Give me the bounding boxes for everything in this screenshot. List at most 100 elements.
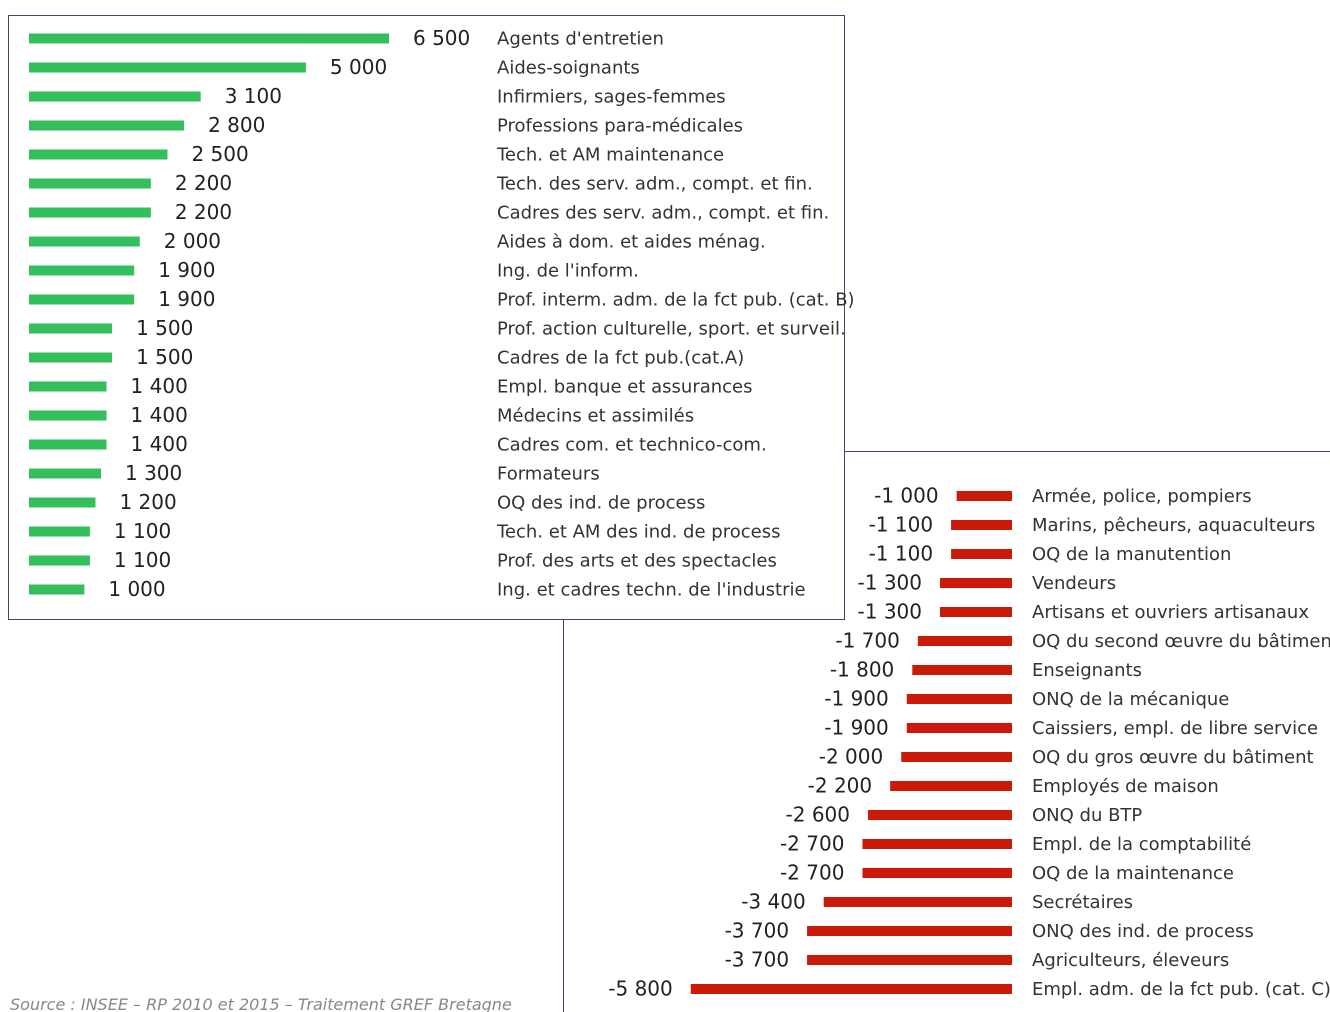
- category-label: OQ de la manutention: [1032, 544, 1231, 565]
- bar: [868, 810, 1012, 820]
- bar: [29, 381, 107, 392]
- value-label: -1 300: [858, 571, 922, 595]
- bar: [29, 468, 101, 479]
- category-label: Prof. interm. adm. de la fct pub. (cat. …: [497, 290, 855, 311]
- bar: [29, 91, 201, 102]
- value-label: 1 300: [125, 461, 182, 485]
- value-label: 6 500: [413, 26, 470, 50]
- bar: [29, 207, 151, 218]
- value-label: 1 100: [114, 548, 171, 572]
- value-label: -1 900: [824, 687, 888, 711]
- category-label: Médecins et assimilés: [497, 406, 694, 427]
- bar: [862, 868, 1012, 878]
- category-label: ONQ du BTP: [1032, 805, 1142, 826]
- bar: [906, 723, 1012, 733]
- category-label: Aides-soignants: [497, 58, 640, 79]
- category-label: Prof. des arts et des spectacles: [497, 551, 777, 572]
- value-label: -1 300: [858, 600, 922, 624]
- value-label: 1 900: [158, 258, 215, 282]
- bar: [29, 323, 113, 334]
- category-label: Professions para-médicales: [497, 116, 743, 137]
- value-label: -2 700: [780, 861, 844, 885]
- value-label: 2 500: [191, 142, 248, 166]
- category-label: Ing. et cadres techn. de l'industrie: [497, 580, 806, 601]
- bar: [906, 694, 1012, 704]
- category-label: Tech. et AM maintenance: [496, 145, 724, 166]
- value-label: -1 700: [835, 629, 899, 653]
- value-label: -2 000: [819, 745, 883, 769]
- value-label: -2 700: [780, 832, 844, 856]
- bar: [901, 752, 1012, 762]
- value-label: -1 800: [830, 658, 894, 682]
- bar: [807, 955, 1012, 965]
- value-label: -1 100: [869, 542, 933, 566]
- value-label: -1 100: [869, 513, 933, 537]
- category-label: Agents d'entretien: [497, 29, 664, 50]
- category-label: Employés de maison: [1032, 776, 1219, 797]
- value-label: -2 600: [786, 803, 850, 827]
- value-label: -1 900: [824, 716, 888, 740]
- bar: [29, 236, 140, 247]
- source: Source : INSEE – RP 2010 et 2015 – Trait…: [10, 995, 512, 1012]
- bar: [29, 555, 90, 566]
- bar: [29, 410, 107, 421]
- category-label: Armée, police, pompiers: [1032, 486, 1252, 507]
- category-label: Vendeurs: [1032, 573, 1116, 594]
- value-label: 1 400: [131, 403, 188, 427]
- category-label: Secrétaires: [1032, 892, 1133, 913]
- bar: [29, 178, 151, 189]
- value-label: 3 100: [225, 84, 282, 108]
- bar: [29, 439, 107, 450]
- category-label: Ing. de l'inform.: [497, 261, 639, 282]
- bar: [807, 926, 1012, 936]
- category-label: Agriculteurs, éleveurs: [1032, 950, 1229, 971]
- bar: [29, 497, 96, 508]
- value-label: -3 400: [741, 890, 805, 914]
- value-label: 2 000: [164, 229, 221, 253]
- bar: [29, 526, 90, 537]
- category-label: OQ des ind. de process: [497, 493, 705, 514]
- value-label: 1 400: [131, 374, 188, 398]
- category-label: Caissiers, empl. de libre service: [1032, 718, 1318, 739]
- category-label: ONQ de la mécanique: [1032, 689, 1229, 710]
- value-label: 2 200: [175, 200, 232, 224]
- value-label: 1 000: [108, 577, 165, 601]
- value-label: -1 000: [874, 484, 938, 508]
- bar: [29, 265, 135, 276]
- bar: [29, 33, 389, 44]
- bar: [29, 584, 85, 595]
- category-label: Cadres de la fct pub.(cat.A): [497, 348, 744, 369]
- value-label: 1 500: [136, 316, 193, 340]
- value-label: 2 800: [208, 113, 265, 137]
- bar: [29, 62, 306, 73]
- value-label: 5 000: [330, 55, 387, 79]
- bar: [29, 352, 113, 363]
- bar: [940, 607, 1012, 617]
- category-label: Formateurs: [497, 464, 600, 485]
- category-label: Aides à dom. et aides ménag.: [497, 232, 766, 253]
- value-label: 1 200: [119, 490, 176, 514]
- category-label: Cadres com. et technico-com.: [497, 435, 767, 456]
- category-label: Prof. action culturelle, sport. et surve…: [497, 319, 846, 340]
- value-label: -5 800: [608, 977, 672, 1001]
- category-label: Cadres des serv. adm., compt. et fin.: [497, 203, 829, 224]
- category-label: Infirmiers, sages-femmes: [497, 87, 726, 108]
- value-label: -3 700: [725, 948, 789, 972]
- bar: [29, 294, 135, 305]
- bar: [951, 549, 1012, 559]
- category-label: Empl. de la comptabilité: [1032, 834, 1251, 855]
- category-label: Tech. et AM des ind. de process: [496, 522, 780, 543]
- category-label: OQ du second œuvre du bâtiment: [1032, 631, 1330, 652]
- value-label: -2 200: [808, 774, 872, 798]
- bar: [29, 120, 185, 131]
- category-label: Empl. adm. de la fct pub. (cat. C): [1032, 979, 1330, 1000]
- value-label: 1 100: [114, 519, 171, 543]
- category-label: Enseignants: [1032, 660, 1142, 681]
- bar: [862, 839, 1012, 849]
- bar: [917, 636, 1012, 646]
- category-label: ONQ des ind. de process: [1032, 921, 1254, 942]
- category-label: Marins, pêcheurs, aquaculteurs: [1032, 515, 1315, 536]
- value-label: 1 500: [136, 345, 193, 369]
- category-label: OQ de la maintenance: [1032, 863, 1234, 884]
